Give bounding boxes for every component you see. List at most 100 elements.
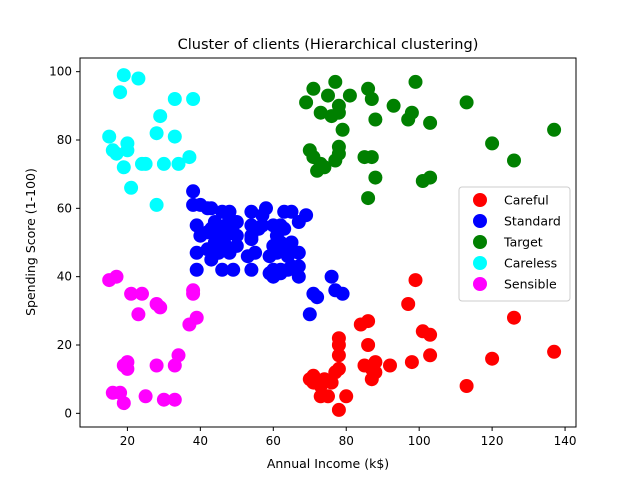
point-target-25 — [386, 98, 401, 113]
point-careless-8 — [124, 180, 139, 195]
plot-frame — [79, 57, 577, 428]
x-tick-label-4: 100 — [408, 434, 431, 448]
point-target-23 — [368, 112, 383, 127]
point-standard-25 — [222, 204, 237, 219]
point-standard-11 — [204, 201, 219, 216]
point-target-7 — [317, 160, 332, 175]
legend-marker-sensible — [473, 277, 487, 291]
y-tick-label-4: 80 — [57, 133, 72, 147]
x-axis-label: Annual Income (k$) — [267, 456, 389, 471]
legend-marker-careful — [473, 193, 487, 207]
point-sensible-12 — [149, 358, 164, 373]
point-careful-17 — [361, 338, 376, 352]
point-standard-65 — [291, 269, 306, 284]
x-axis-ticks: 20 40 60 80 100 120 140 — [120, 427, 577, 448]
point-standard-56 — [277, 221, 292, 236]
y-tick-label-2: 40 — [57, 270, 72, 284]
x-tick-label-0: 20 — [120, 434, 135, 448]
point-sensible-21 — [186, 283, 201, 298]
point-target-31 — [423, 170, 438, 185]
chart-title: Cluster of clients (Hierarchical cluster… — [178, 37, 479, 53]
point-careful-23 — [383, 358, 397, 373]
point-standard-27 — [226, 262, 241, 277]
point-standard-3 — [189, 245, 204, 260]
point-careless-14 — [153, 109, 168, 124]
point-sensible-11 — [138, 389, 153, 404]
point-careful-28 — [423, 327, 438, 342]
point-standard-30 — [229, 215, 244, 229]
point-careless-7 — [120, 136, 135, 151]
point-target-28 — [408, 74, 423, 89]
point-careful-32 — [507, 310, 521, 325]
point-standard-18 — [215, 262, 230, 277]
point-target-21 — [364, 92, 379, 106]
x-tick-label-3: 80 — [339, 434, 354, 448]
legend-marker-standard — [473, 214, 487, 228]
point-standard-4 — [189, 262, 204, 277]
point-sensible-15 — [156, 392, 171, 407]
point-careful-29 — [423, 348, 438, 363]
point-standard-61 — [284, 235, 299, 250]
y-axis-ticks: 0 20 40 60 80 100 — [49, 65, 80, 420]
legend-label-target: Target — [503, 235, 543, 250]
point-target-20 — [361, 191, 376, 206]
point-target-30 — [423, 115, 438, 130]
point-careless-2 — [109, 146, 124, 161]
point-target-27 — [404, 105, 419, 120]
point-target-35 — [547, 122, 562, 137]
point-sensible-14 — [153, 300, 168, 315]
legend: Careful Standard Target Careless Sensible — [458, 186, 571, 302]
point-standard-41 — [259, 201, 273, 216]
point-target-5 — [313, 105, 328, 120]
legend-label-careless: Careless — [504, 256, 557, 271]
point-target-10 — [328, 74, 343, 89]
point-careless-13 — [149, 197, 164, 212]
point-standard-35 — [244, 232, 259, 247]
point-careful-26 — [408, 273, 423, 288]
y-axis-label: Spending Score (1-100) — [23, 168, 38, 316]
point-standard-71 — [310, 290, 325, 305]
point-standard-37 — [248, 245, 263, 260]
point-standard-0 — [186, 184, 201, 199]
point-target-0 — [299, 95, 314, 110]
point-careful-22 — [368, 365, 383, 380]
point-target-16 — [335, 122, 350, 137]
point-careless-9 — [131, 71, 146, 86]
point-target-22 — [364, 150, 379, 165]
point-careless-20 — [186, 92, 201, 106]
legend-label-standard: Standard — [504, 214, 561, 229]
point-standard-68 — [299, 208, 314, 223]
point-target-24 — [368, 170, 383, 185]
point-standard-66 — [291, 245, 306, 260]
point-standard-28 — [229, 238, 244, 253]
legend-box — [458, 186, 571, 302]
point-careful-11 — [331, 348, 346, 363]
point-careful-31 — [485, 351, 500, 366]
point-careful-21 — [368, 355, 383, 370]
point-careful-14 — [339, 389, 354, 404]
point-careless-19 — [182, 150, 197, 165]
point-standard-29 — [229, 228, 244, 243]
x-tick-label-2: 60 — [266, 434, 281, 448]
point-standard-36 — [244, 204, 259, 219]
x-tick-label-5: 120 — [481, 434, 504, 448]
point-target-14 — [331, 105, 346, 120]
point-standard-34 — [244, 262, 259, 277]
point-sensible-16 — [167, 392, 182, 407]
point-careful-13 — [331, 402, 346, 417]
point-standard-69 — [302, 307, 317, 322]
point-target-33 — [485, 136, 500, 151]
y-tick-label-5: 100 — [49, 65, 72, 79]
point-careless-3 — [113, 85, 128, 100]
plot-area — [102, 68, 562, 417]
legend-label-careful: Careful — [504, 193, 549, 208]
x-tick-label-6: 140 — [554, 434, 577, 448]
point-careless-15 — [156, 156, 171, 171]
point-sensible-2 — [109, 269, 124, 284]
y-tick-label-1: 20 — [57, 338, 72, 352]
point-careful-30 — [459, 379, 474, 393]
point-standard-67 — [291, 259, 306, 274]
x-tick-label-1: 40 — [193, 434, 208, 448]
point-target-8 — [321, 88, 335, 103]
